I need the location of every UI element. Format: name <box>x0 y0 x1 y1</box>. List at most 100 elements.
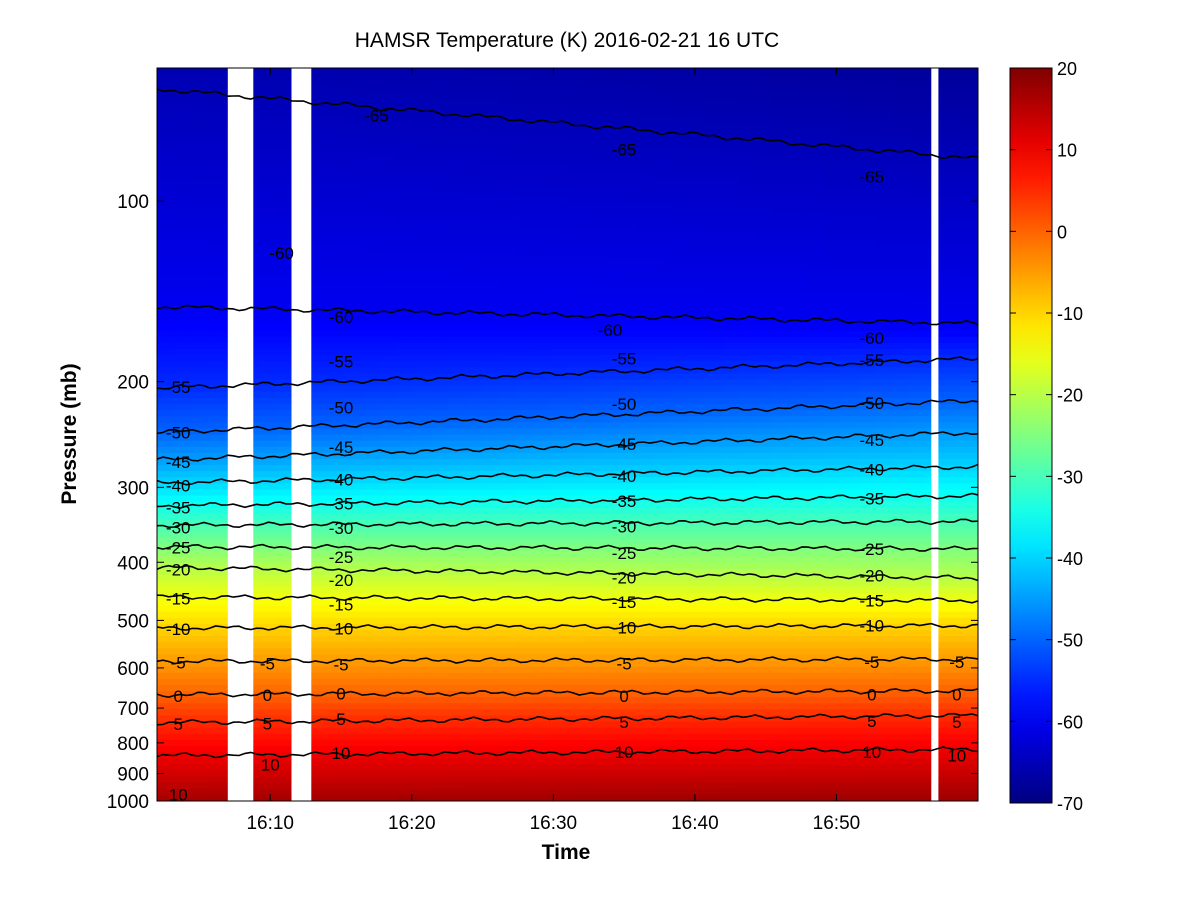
heatmap-cell <box>362 440 380 448</box>
heatmap-cell <box>379 86 398 94</box>
heatmap-cell <box>943 287 962 295</box>
heatmap-cell <box>738 660 757 668</box>
heatmap-cell <box>174 410 192 417</box>
heatmap-cell <box>430 245 449 252</box>
heatmap-cell <box>499 220 517 228</box>
heatmap-cell <box>174 177 192 185</box>
heatmap-cell <box>430 232 449 240</box>
heatmap-cell <box>328 171 346 179</box>
heatmap-cell <box>601 245 620 252</box>
heatmap-cell <box>550 513 569 521</box>
heatmap-cell <box>584 110 603 118</box>
heatmap-cell <box>806 574 825 582</box>
heatmap-cell <box>584 422 603 429</box>
heatmap-cell <box>447 483 466 491</box>
heatmap-cell <box>858 190 876 197</box>
heatmap-cell <box>550 581 569 588</box>
heatmap-cell <box>174 397 192 405</box>
heatmap-cell <box>430 605 449 613</box>
heatmap-cell <box>892 410 911 417</box>
heatmap-cell <box>481 263 500 271</box>
heatmap-cell <box>670 355 688 362</box>
heatmap-cell <box>824 397 842 405</box>
heatmap-cell <box>396 324 415 332</box>
heatmap-cell <box>396 74 415 81</box>
heatmap-cell <box>635 593 654 601</box>
heatmap-cell <box>396 153 415 161</box>
heatmap-cell <box>806 550 825 558</box>
heatmap-cell <box>618 477 637 484</box>
heatmap-cell <box>687 587 705 594</box>
heatmap-cell <box>653 581 671 588</box>
heatmap-cell <box>345 458 363 466</box>
heatmap-cell <box>755 318 774 326</box>
heatmap-cell <box>379 495 398 503</box>
heatmap-cell <box>550 538 569 546</box>
heatmap-cell <box>584 355 603 362</box>
heatmap-cell <box>191 471 209 478</box>
heatmap-cell <box>755 642 774 649</box>
heatmap-cell <box>379 92 398 100</box>
heatmap-cell <box>858 397 876 405</box>
heatmap-cell <box>601 477 620 484</box>
heatmap-cell <box>413 312 432 320</box>
heatmap-cell <box>430 153 449 161</box>
heatmap-cell <box>892 629 911 637</box>
heatmap-cell <box>909 513 928 521</box>
heatmap-cell <box>430 550 449 558</box>
heatmap-cell <box>875 153 894 161</box>
heatmap-cell <box>806 642 825 649</box>
heatmap-cell <box>721 636 740 643</box>
heatmap-cell <box>174 385 192 393</box>
heatmap-cell <box>875 165 894 173</box>
heatmap-cell <box>396 208 415 216</box>
heatmap-cell <box>430 281 449 289</box>
heatmap-cell <box>755 122 774 130</box>
heatmap-cell <box>789 636 808 643</box>
heatmap-cell <box>806 226 825 234</box>
heatmap-cell <box>875 587 894 594</box>
heatmap-cell <box>858 129 876 136</box>
heatmap-cell <box>191 568 209 576</box>
heatmap-cell <box>481 477 500 484</box>
heatmap-cell <box>310 581 329 588</box>
heatmap-cell <box>328 74 346 81</box>
heatmap-cell <box>653 697 671 704</box>
heatmap-cell <box>259 122 278 130</box>
heatmap-cell <box>755 202 774 210</box>
heatmap-cell <box>858 617 876 625</box>
heatmap-cell <box>396 501 415 509</box>
heatmap-cell <box>721 86 740 94</box>
heatmap-cell <box>960 629 978 637</box>
heatmap-cell <box>960 116 978 124</box>
heatmap-cell <box>806 495 825 503</box>
heatmap-cell <box>362 129 380 136</box>
heatmap-cell <box>824 416 842 423</box>
heatmap-cell <box>584 287 603 295</box>
heatmap-cell <box>670 177 688 185</box>
heatmap-cell <box>379 599 398 607</box>
heatmap-cell <box>157 434 175 442</box>
heatmap-cell <box>533 440 551 448</box>
heatmap-cell <box>875 660 894 668</box>
heatmap-cell <box>943 636 962 643</box>
heatmap-cell <box>481 184 500 191</box>
heatmap-cell <box>687 171 705 179</box>
heatmap-cell <box>721 672 740 680</box>
heatmap-cell <box>413 391 432 399</box>
heatmap-cell <box>396 410 415 417</box>
heatmap-cell <box>772 245 791 252</box>
heatmap-cell <box>362 116 380 124</box>
heatmap-cell <box>670 348 688 356</box>
heatmap-cell <box>328 532 346 539</box>
heatmap-cell <box>516 275 534 283</box>
heatmap-cell <box>447 428 466 436</box>
heatmap-cell <box>704 202 723 210</box>
heatmap-cell <box>670 489 688 497</box>
heatmap-cell <box>960 593 978 601</box>
heatmap-cell <box>687 367 705 375</box>
heatmap-cell <box>208 526 227 533</box>
heatmap-cell <box>618 629 637 637</box>
heatmap-cell <box>447 507 466 515</box>
heatmap-cell <box>584 220 603 228</box>
